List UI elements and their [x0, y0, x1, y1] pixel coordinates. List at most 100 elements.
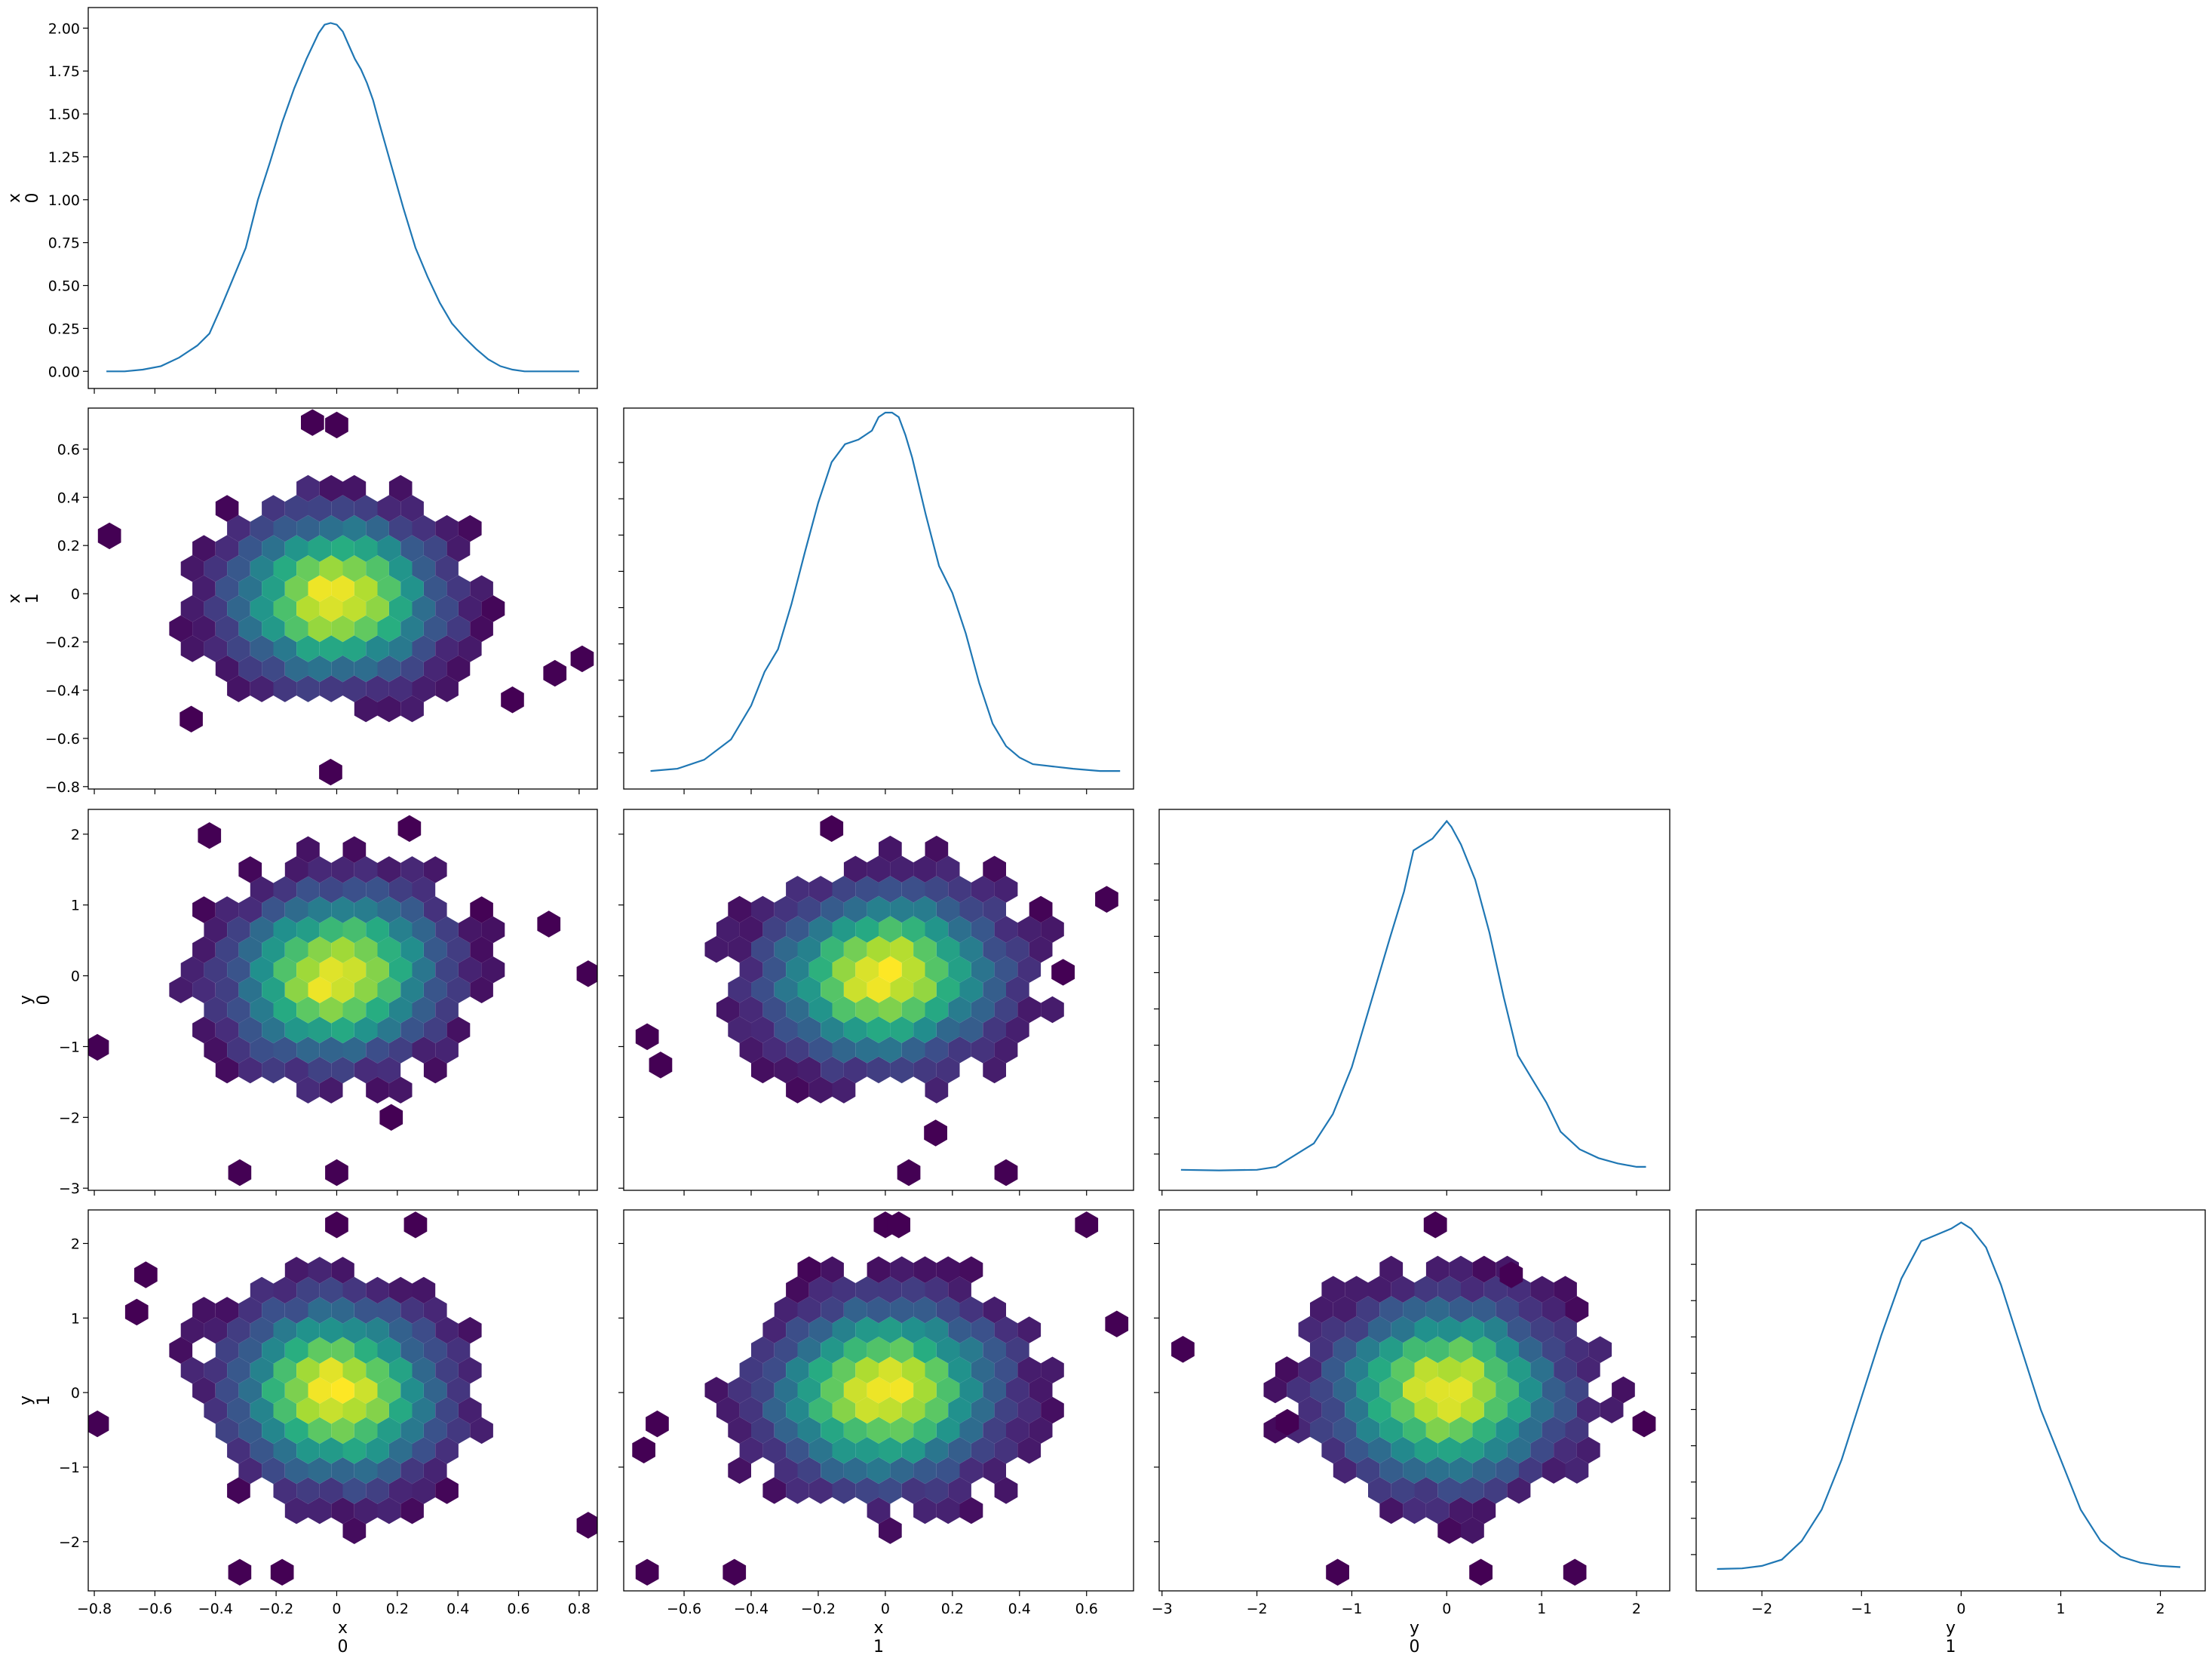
y-tick-label: 2 [71, 1236, 80, 1252]
hexbin-cell [342, 956, 367, 984]
hexbin-cell [366, 876, 389, 904]
hexbin-cell [762, 1356, 787, 1383]
hexbin-cell [971, 996, 995, 1024]
hexbin-cell [890, 895, 914, 923]
hexbin-cell [901, 996, 925, 1024]
hexbin-cell [342, 836, 367, 863]
hexbin-cell [446, 575, 471, 602]
hexbin-cell [412, 1036, 436, 1064]
hexbin-cell [446, 936, 471, 963]
hexbin-cell [1403, 1417, 1426, 1444]
hexbin-cell [423, 1297, 447, 1324]
hexbin-cell [983, 1457, 1006, 1485]
hexbin-cell [366, 1397, 389, 1424]
hexbin-cell [1565, 1376, 1589, 1404]
hexbin-cell [192, 896, 216, 923]
hexbin-cell [250, 675, 274, 702]
hexbin-cell [262, 535, 285, 562]
hexbin-cell [843, 895, 867, 923]
hexbin-cell [1006, 976, 1029, 1003]
hexbin-cell [948, 1276, 971, 1303]
hexbin-cell [342, 675, 367, 702]
hexbin-outlier-cell [1105, 1310, 1129, 1337]
hexbin-cell [308, 1377, 332, 1404]
x-variable-index: 1 [1946, 1638, 1956, 1656]
hexbin-cell [994, 956, 1018, 983]
hexbin-cell [1425, 1417, 1450, 1444]
y-tick-label: −0.8 [45, 779, 80, 796]
hexbin-cell [308, 1257, 332, 1284]
hexbin-cell [319, 1437, 343, 1464]
hexbin-cell [273, 555, 297, 582]
plot-area [635, 815, 1118, 1187]
hexbin-cell [331, 655, 354, 683]
hexbin-cell [867, 1497, 891, 1524]
plot-area [632, 1211, 1129, 1586]
hexbin-cell [843, 1457, 867, 1485]
hexbin-cell [948, 1477, 971, 1504]
x-variable-name: x [873, 1619, 883, 1638]
hexbin-cell [250, 1276, 274, 1304]
hexbin-cell [936, 895, 960, 923]
hexbin-cell [867, 1056, 891, 1084]
hexbin-cell [808, 1076, 833, 1104]
hexbin-cell [412, 635, 436, 662]
hexbin-cell [1414, 1436, 1438, 1464]
hexbin-cell [1542, 1457, 1566, 1484]
hexbin-cell [1600, 1396, 1624, 1423]
hexbin-cell [1542, 1336, 1566, 1363]
hexbin-cell [331, 936, 354, 963]
hexbin-cell [1006, 1377, 1029, 1404]
hexbin-cell [704, 1377, 729, 1404]
x-tick-label: −3 [1152, 1601, 1173, 1617]
hexbin-cell [1565, 1336, 1589, 1363]
hexbin-cell [227, 555, 250, 582]
hexbin-cell [400, 535, 424, 562]
hexbin-cell [808, 956, 833, 983]
hexbin-cell [296, 956, 320, 984]
hexbin-cell [319, 1036, 343, 1064]
hexbin-outlier-cell [537, 910, 561, 938]
hexbin-cell [867, 1336, 891, 1364]
hexbin-cell [262, 1016, 285, 1044]
hexbin-cell [481, 595, 505, 622]
axes-frame [87, 7, 598, 389]
y-tick-label: 0.2 [57, 538, 80, 554]
hexbin-cell [1017, 1356, 1042, 1383]
hexbin-cell [936, 855, 960, 883]
hexbin-cell [1333, 1376, 1357, 1404]
hexbin-cell [890, 935, 914, 963]
hexbin-outlier-cell [570, 645, 594, 673]
hexbin-outlier-cell [501, 686, 524, 714]
hexbin-outlier-cell [543, 659, 567, 687]
hexbin-cell [342, 1036, 367, 1064]
hexbin-cell [786, 996, 809, 1024]
hexbin-cell [458, 1316, 482, 1344]
hexbin-panel-3-1: −0.6 −0.4 −0.2 0 0.2 0.4 0.6 [618, 1209, 1134, 1617]
hexbin-cell [1425, 1336, 1450, 1363]
hexbin-cell [412, 956, 436, 984]
x-tick-label: 0.2 [386, 1601, 409, 1617]
hexbin-cell [262, 615, 285, 643]
y-tick-label: 1.50 [48, 106, 80, 123]
hexbin-cell [1472, 1376, 1496, 1404]
hexbin-cell [890, 1336, 914, 1364]
hexbin-cell [215, 1016, 239, 1044]
hexbin-cell [273, 595, 297, 622]
hexbin-cell [284, 655, 308, 683]
hexbin-cell [716, 916, 740, 943]
hexbin-cell [1565, 1417, 1589, 1444]
hexbin-cell [901, 1276, 925, 1303]
hexbin-cell [204, 916, 228, 944]
hexbin-cell [936, 1497, 960, 1524]
hexbin-cell [1379, 1336, 1404, 1363]
y-variable-index: 0 [23, 193, 42, 204]
hexbin-cell [913, 935, 937, 963]
hexbin-cell [227, 1397, 250, 1424]
hexbin-cell [786, 956, 809, 983]
hexbin-cell [412, 1437, 436, 1464]
x-tick-label: 0 [332, 1601, 341, 1617]
hexbin-cell [867, 855, 891, 883]
hexbin-cell [192, 1016, 216, 1044]
